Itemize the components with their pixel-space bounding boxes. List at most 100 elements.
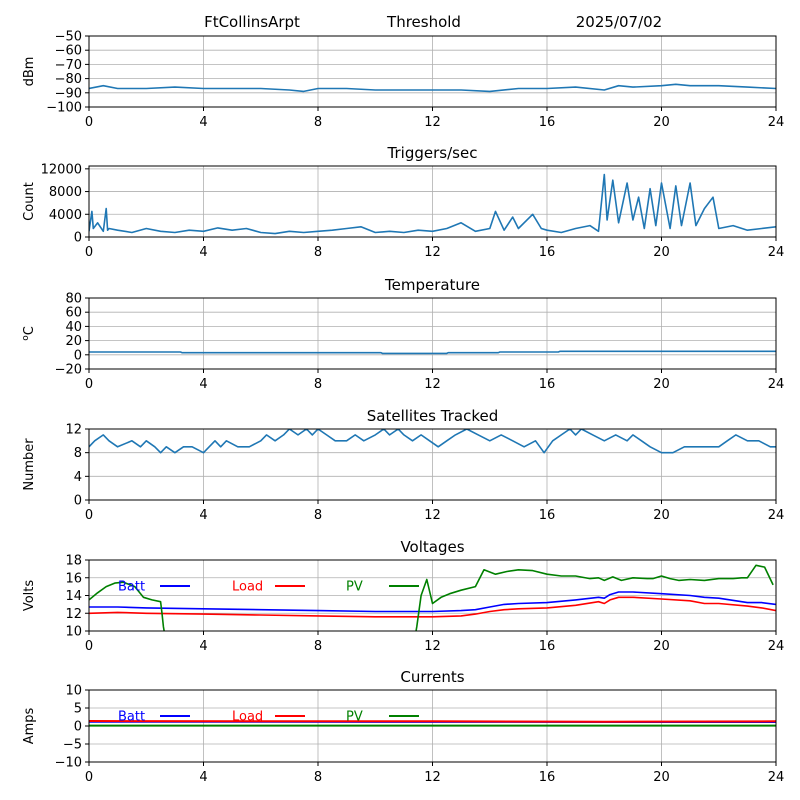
y-tick-label: −10 xyxy=(55,756,82,771)
y-axis-label: Amps xyxy=(22,707,37,744)
x-tick-label: 8 xyxy=(314,377,322,392)
x-tick-label: 12 xyxy=(424,639,441,654)
series-group xyxy=(89,83,776,93)
series-group xyxy=(89,429,776,454)
x-tick-label: 0 xyxy=(85,508,93,523)
x-tick-label: 12 xyxy=(424,770,441,785)
series-line-temperature xyxy=(89,350,776,355)
x-tick-label: 12 xyxy=(424,245,441,260)
panel-signal: 0 4 8 12 16 20 24 −100−90−80−70−60−50 dBm xyxy=(22,30,784,131)
y-tick-label: 0 xyxy=(74,231,82,246)
series-line-satellites xyxy=(89,429,776,454)
panel-voltages: 0 4 8 12 16 20 24 10 12 14 16 18 Voltages Volts Batt Lo… xyxy=(22,538,784,654)
y-tick-label: 14 xyxy=(65,589,82,604)
x-tick-label: 8 xyxy=(314,508,322,523)
y-tick-label: 4 xyxy=(74,470,82,485)
y-tick-label: 10 xyxy=(65,625,82,640)
x-tick-label: 16 xyxy=(539,639,556,654)
y-tick-label: −70 xyxy=(55,58,82,73)
station-title: FtCollinsArpt xyxy=(204,13,300,31)
x-tick-label: 16 xyxy=(539,245,556,260)
panel-title: Temperature xyxy=(384,276,480,294)
panel-title: Voltages xyxy=(400,538,464,556)
panel-title: Currents xyxy=(400,668,464,686)
panel-title: Satellites Tracked xyxy=(367,407,498,425)
y-axis-label: Number xyxy=(22,438,37,491)
y-tick-label: 60 xyxy=(65,306,82,321)
x-tick-label: 0 xyxy=(85,770,93,785)
y-tick-label: −50 xyxy=(55,30,82,45)
mode-title: Threshold xyxy=(386,13,461,31)
x-tick-label: 16 xyxy=(539,115,556,130)
legend-label-pv: PV xyxy=(346,580,363,595)
y-tick-label: 0 xyxy=(74,720,82,735)
x-tick-label: 0 xyxy=(85,245,93,260)
y-tick-label: 80 xyxy=(65,292,82,307)
series-group xyxy=(89,350,776,355)
y-tick-label: 8 xyxy=(74,446,82,461)
x-tick-label: 20 xyxy=(653,639,670,654)
x-tick-label: 20 xyxy=(653,770,670,785)
y-tick-label: 16 xyxy=(65,571,82,586)
y-tick-label: 20 xyxy=(65,334,82,349)
x-tick-label: 8 xyxy=(314,245,322,260)
y-tick-label: −60 xyxy=(55,44,82,59)
legend-label-load: Load xyxy=(232,710,263,725)
y-tick-label: 40 xyxy=(65,320,82,335)
series-group xyxy=(89,173,776,235)
y-tick-label: 10 xyxy=(65,684,82,699)
x-tick-label: 4 xyxy=(199,770,207,785)
y-tick-label: −20 xyxy=(55,363,82,378)
y-axis-label: Volts xyxy=(22,580,37,612)
x-tick-label: 24 xyxy=(768,377,785,392)
series-group xyxy=(89,720,776,727)
y-tick-label: −90 xyxy=(55,86,82,101)
x-tick-label: 4 xyxy=(199,245,207,260)
x-tick-label: 8 xyxy=(314,770,322,785)
x-tick-label: 0 xyxy=(85,377,93,392)
y-tick-label: 12 xyxy=(65,423,82,438)
series-line-load xyxy=(89,596,776,618)
panel-satellites: 0 4 8 12 16 20 24 0 4 8 12 Satellites Tracked Number xyxy=(22,407,784,523)
series-line-batt xyxy=(89,591,776,613)
x-tick-label: 4 xyxy=(199,115,207,130)
y-tick-label: 12000 xyxy=(41,162,82,177)
x-tick-label: 24 xyxy=(768,245,785,260)
series-group xyxy=(89,564,776,631)
x-tick-label: 24 xyxy=(768,115,785,130)
x-tick-label: 24 xyxy=(768,639,785,654)
series-line-signal xyxy=(89,83,776,93)
y-axis-label: Count xyxy=(22,182,37,221)
y-tick-label: 8000 xyxy=(49,185,82,200)
panel-currents: 0 4 8 12 16 20 24 −10 −5 0 5 10 Currents Amps Batt Load… xyxy=(22,668,784,785)
x-tick-label: 20 xyxy=(653,115,670,130)
x-tick-label: 12 xyxy=(424,508,441,523)
y-axis-label: oC xyxy=(21,326,37,341)
y-tick-label: 12 xyxy=(65,607,82,622)
x-tick-label: 0 xyxy=(85,639,93,654)
y-tick-label: 18 xyxy=(65,554,82,569)
x-tick-label: 16 xyxy=(539,377,556,392)
date-title: 2025/07/02 xyxy=(576,13,662,31)
x-tick-label: 24 xyxy=(768,770,785,785)
series-line-load xyxy=(89,720,776,723)
legend-label-batt: Batt xyxy=(118,580,145,595)
legend-label-batt: Batt xyxy=(118,710,145,725)
legend-label-pv: PV xyxy=(346,710,363,725)
x-tick-label: 4 xyxy=(199,639,207,654)
series-line-triggers xyxy=(89,173,776,235)
legend-label-load: Load xyxy=(232,580,263,595)
series-line-pv xyxy=(89,564,774,631)
y-tick-label: −5 xyxy=(63,738,82,753)
x-tick-label: 12 xyxy=(424,377,441,392)
panel-title: Triggers/sec xyxy=(387,144,478,162)
x-tick-label: 0 xyxy=(85,115,93,130)
x-tick-label: 12 xyxy=(424,115,441,130)
y-tick-label: 4000 xyxy=(49,208,82,223)
y-axis-label: dBm xyxy=(22,57,37,87)
y-tick-label: −100 xyxy=(46,101,82,116)
x-tick-label: 8 xyxy=(314,115,322,130)
